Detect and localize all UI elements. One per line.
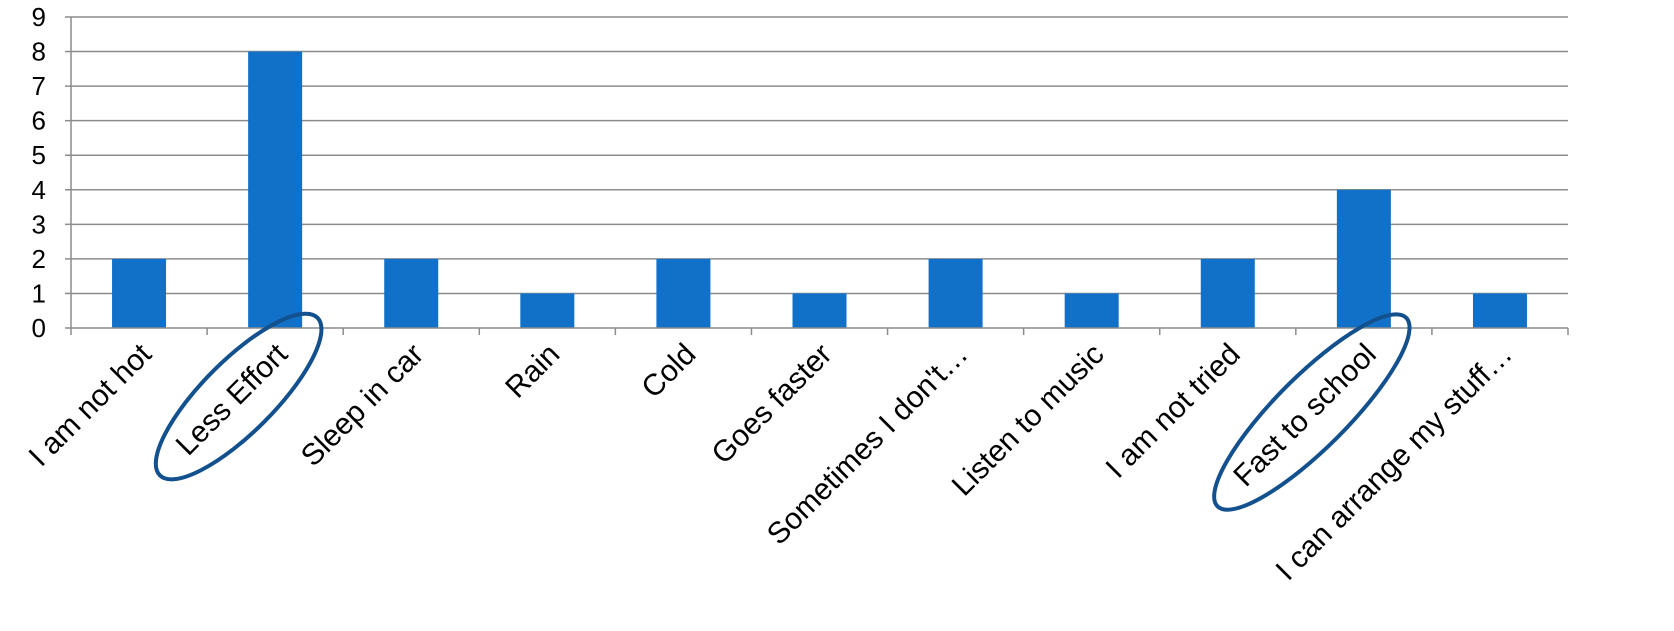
bar-8 xyxy=(1200,258,1255,328)
y-tick-labels: 0 1 2 3 4 5 6 7 8 9 xyxy=(32,2,46,343)
x-tick-label: Rain xyxy=(499,338,566,405)
x-tick-labels: I am not hot Less Effort Sleep in car Rain C… xyxy=(23,337,1519,587)
y-tick-label: 0 xyxy=(32,313,46,343)
y-tick-label: 6 xyxy=(32,106,46,136)
bar-4 xyxy=(656,258,711,328)
bar-2 xyxy=(384,258,439,328)
highlight-ellipse xyxy=(153,311,324,482)
y-tick-label: 3 xyxy=(32,209,46,239)
highlight-annotations xyxy=(153,311,1412,512)
x-tick-label: Sleep in car xyxy=(295,338,430,473)
bar-6 xyxy=(928,258,983,328)
y-tick-label: 9 xyxy=(32,2,46,32)
bar-0 xyxy=(112,258,167,328)
y-tick-label: 7 xyxy=(32,71,46,101)
bar-9 xyxy=(1336,189,1391,328)
y-tick-label: 2 xyxy=(32,244,46,274)
bar-10 xyxy=(1472,293,1527,328)
y-tick-label: 5 xyxy=(32,140,46,170)
bars xyxy=(112,51,1527,329)
bar-3 xyxy=(520,293,575,328)
x-tick-label: I can arrange my stuff… xyxy=(1270,338,1519,587)
x-tick-label: Cold xyxy=(635,338,702,405)
gridlines xyxy=(71,16,1568,295)
x-tick-label: I am not hot xyxy=(23,337,159,473)
x-tick-label: Goes faster xyxy=(705,338,838,471)
y-tick-label: 1 xyxy=(32,278,46,308)
bar-1 xyxy=(248,51,303,329)
highlight-ellipse xyxy=(1212,312,1412,512)
y-tick-label: 4 xyxy=(32,175,46,205)
bar-5 xyxy=(792,293,847,328)
y-tick-label: 8 xyxy=(32,37,46,67)
bar-7 xyxy=(1064,293,1119,328)
